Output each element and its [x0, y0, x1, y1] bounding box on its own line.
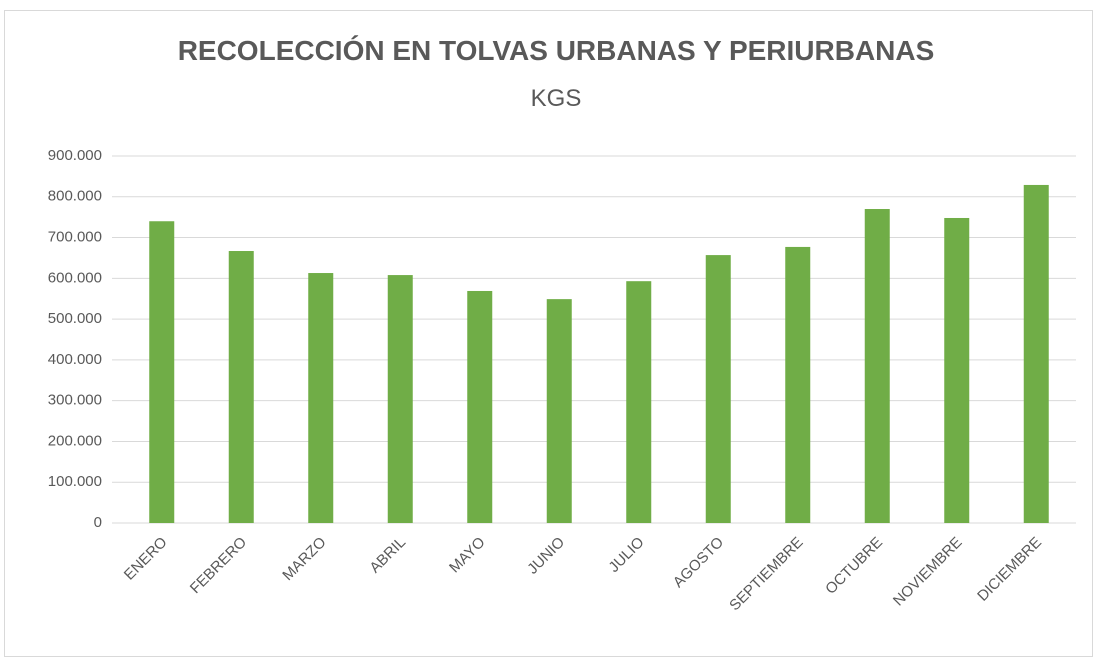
bar: [626, 281, 652, 523]
y-tick-label: 700.000: [48, 229, 102, 246]
y-tick-label: 600.000: [48, 269, 102, 286]
y-tick-label: 400.000: [48, 351, 102, 368]
y-tick-label: 900.000: [48, 147, 102, 164]
bar: [149, 221, 175, 523]
bar: [387, 275, 413, 523]
y-tick-label: 300.000: [48, 392, 102, 409]
bar: [308, 273, 334, 523]
bar: [705, 255, 731, 523]
y-tick-label: 200.000: [48, 432, 102, 449]
bar: [785, 246, 811, 523]
bar: [1023, 184, 1049, 524]
bar: [228, 251, 254, 524]
bar: [467, 290, 493, 523]
y-tick-label: 0: [94, 514, 102, 531]
chart-title: RECOLECCIÓN EN TOLVAS URBANAS Y PERIURBA…: [178, 35, 935, 66]
bar: [944, 217, 970, 523]
bar: [546, 299, 572, 523]
y-tick-label: 800.000: [48, 188, 102, 205]
chart-subtitle: KGS: [531, 85, 582, 112]
bar: [864, 209, 890, 523]
y-tick-label: 500.000: [48, 310, 102, 327]
y-tick-label: 100.000: [48, 473, 102, 490]
